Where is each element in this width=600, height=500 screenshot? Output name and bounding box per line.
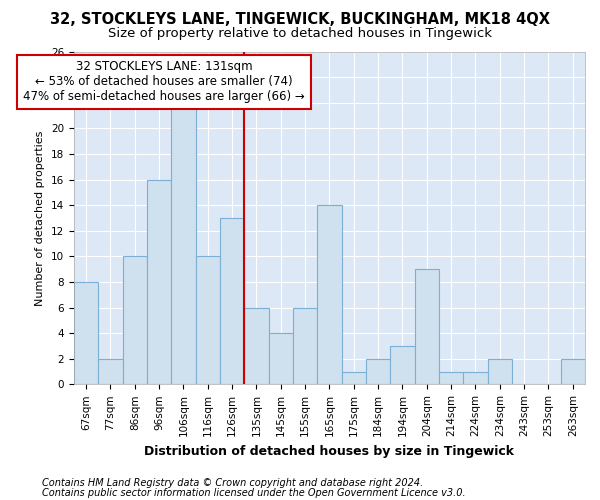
- Bar: [391, 346, 415, 385]
- Bar: [341, 372, 366, 384]
- Bar: [98, 358, 122, 384]
- Bar: [244, 308, 269, 384]
- Y-axis label: Number of detached properties: Number of detached properties: [35, 130, 46, 306]
- X-axis label: Distribution of detached houses by size in Tingewick: Distribution of detached houses by size …: [145, 444, 514, 458]
- Bar: [147, 180, 171, 384]
- Text: Size of property relative to detached houses in Tingewick: Size of property relative to detached ho…: [108, 28, 492, 40]
- Bar: [415, 269, 439, 384]
- Bar: [269, 333, 293, 384]
- Bar: [560, 358, 585, 384]
- Bar: [366, 358, 391, 384]
- Text: 32, STOCKLEYS LANE, TINGEWICK, BUCKINGHAM, MK18 4QX: 32, STOCKLEYS LANE, TINGEWICK, BUCKINGHA…: [50, 12, 550, 28]
- Text: Contains public sector information licensed under the Open Government Licence v3: Contains public sector information licen…: [42, 488, 466, 498]
- Text: 32 STOCKLEYS LANE: 131sqm
← 53% of detached houses are smaller (74)
47% of semi-: 32 STOCKLEYS LANE: 131sqm ← 53% of detac…: [23, 60, 305, 104]
- Bar: [220, 218, 244, 384]
- Bar: [317, 205, 341, 384]
- Bar: [74, 282, 98, 384]
- Text: Contains HM Land Registry data © Crown copyright and database right 2024.: Contains HM Land Registry data © Crown c…: [42, 478, 423, 488]
- Bar: [122, 256, 147, 384]
- Bar: [488, 358, 512, 384]
- Bar: [196, 256, 220, 384]
- Bar: [463, 372, 488, 384]
- Bar: [293, 308, 317, 384]
- Bar: [171, 102, 196, 384]
- Bar: [439, 372, 463, 384]
